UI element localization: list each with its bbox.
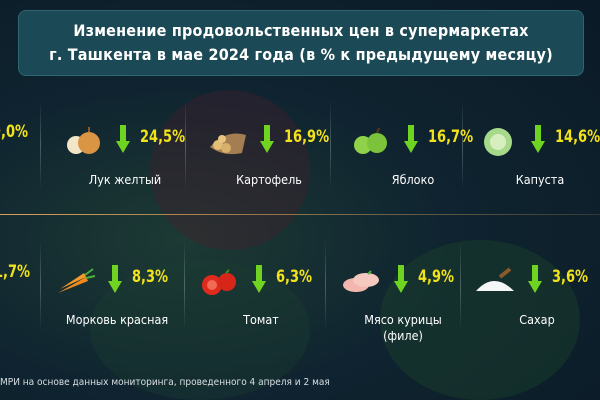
price-change-percent: 3,6%	[552, 267, 589, 287]
row-divider	[0, 214, 600, 215]
arrow-down-icon	[394, 265, 408, 293]
divider	[40, 100, 41, 190]
price-item: 8,3% Морковь красная	[44, 255, 190, 345]
price-change-percent: 6,3%	[276, 267, 313, 287]
price-item: 3,6% Сахар	[464, 255, 600, 345]
arrow-down-icon	[108, 265, 122, 293]
background-decor	[150, 90, 310, 250]
potato-icon	[206, 123, 248, 159]
background-decor	[380, 240, 580, 400]
arrow-down-icon	[404, 125, 418, 153]
divider	[462, 100, 463, 190]
price-change-percent: 8,3%	[132, 267, 169, 287]
product-name: Лук желтый	[88, 172, 162, 187]
partial-percent-top: 9,0%	[0, 122, 29, 142]
header-banner: Изменение продовольственных цен в суперм…	[18, 10, 584, 76]
apple-icon	[350, 123, 392, 159]
price-item: 14,6% Капуста	[467, 115, 600, 205]
arrow-down-icon	[528, 265, 542, 293]
chicken-fillet-icon	[340, 263, 382, 299]
price-item: 16,9% Картофель	[196, 115, 342, 205]
arrow-down-icon	[116, 125, 130, 153]
price-change-percent: 4,9%	[418, 267, 455, 287]
divider	[184, 240, 185, 330]
price-item: 24,5% Лук желтый	[52, 115, 198, 205]
price-item: 16,7% Яблоко	[340, 115, 486, 205]
price-change-percent: 24,5%	[140, 127, 186, 147]
price-change-percent: 14,6%	[555, 127, 600, 147]
divider	[330, 100, 331, 190]
partial-label-bottom: ое	[0, 314, 18, 330]
tomato-icon	[198, 263, 240, 299]
title-line-1: Изменение продовольственных цен в суперм…	[73, 21, 529, 40]
product-name: Яблоко	[391, 172, 435, 187]
product-name: Картофель	[236, 172, 302, 187]
onion-icon	[62, 123, 104, 159]
arrow-down-icon	[531, 125, 545, 153]
divider	[185, 100, 186, 190]
price-item: 6,3% Томат	[188, 255, 334, 345]
title-line-2: г. Ташкента в мае 2024 года (в % к преды…	[49, 45, 553, 64]
partial-percent-bottom: 1,7%	[0, 262, 31, 282]
arrow-down-icon	[260, 125, 274, 153]
source-note: МРИ на основе данных мониторинга, провед…	[0, 377, 330, 388]
divider	[40, 240, 41, 330]
divider	[325, 240, 326, 330]
product-name: Сахар	[519, 312, 555, 327]
product-name: Морковь красная	[65, 312, 169, 327]
background-decor	[90, 260, 310, 400]
price-item: 4,9% Мясо курицы (филе)	[330, 255, 476, 345]
cabbage-icon	[477, 123, 519, 159]
price-change-percent: 16,7%	[428, 127, 474, 147]
arrow-down-icon	[252, 265, 266, 293]
product-name: Капуста	[515, 172, 565, 187]
price-change-percent: 16,9%	[284, 127, 330, 147]
carrot-icon	[54, 263, 96, 299]
product-name: Мясо курицы (филе)	[364, 312, 442, 343]
product-name: Томат	[243, 312, 279, 327]
divider	[460, 240, 461, 330]
sugar-icon	[474, 263, 516, 299]
